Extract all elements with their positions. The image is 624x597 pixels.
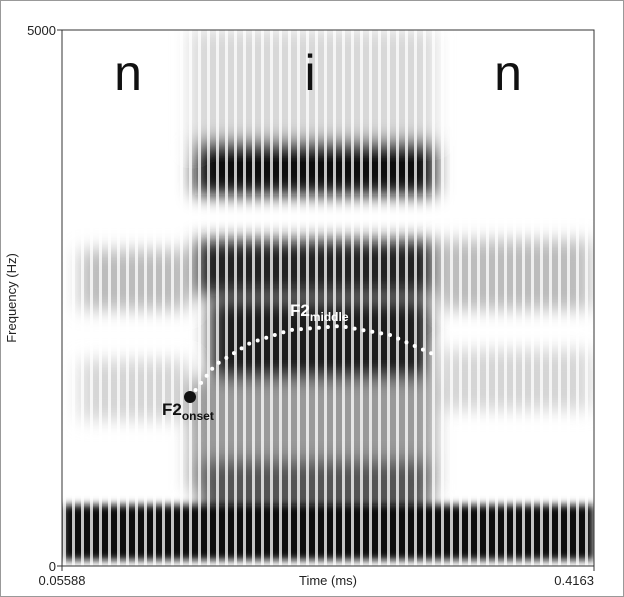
annotation-text: F2 (290, 301, 310, 320)
annotation-subscript: onset (182, 409, 214, 423)
y-tick-label: 5000 (27, 23, 56, 38)
plot-frame (61, 29, 595, 567)
f2-onset-point (184, 391, 197, 404)
segment-label: i (304, 45, 315, 101)
x-axis-label: Time (ms) (299, 573, 357, 588)
y-tick-label: 0 (49, 559, 56, 574)
annotation: F2onset (162, 400, 214, 423)
y-axis-label: Frequency (Hz) (4, 253, 19, 343)
annotation-subscript: middle (310, 310, 349, 324)
x-tick-label: 0.05588 (39, 573, 86, 588)
annotation: F2middle (290, 301, 349, 324)
x-tick-label: 0.4163 (554, 573, 594, 588)
f2-track (188, 323, 438, 400)
segment-label: n (494, 45, 522, 101)
segment-label: n (114, 45, 142, 101)
annotation-text: F2 (162, 400, 182, 419)
spectrogram-image (62, 30, 594, 566)
